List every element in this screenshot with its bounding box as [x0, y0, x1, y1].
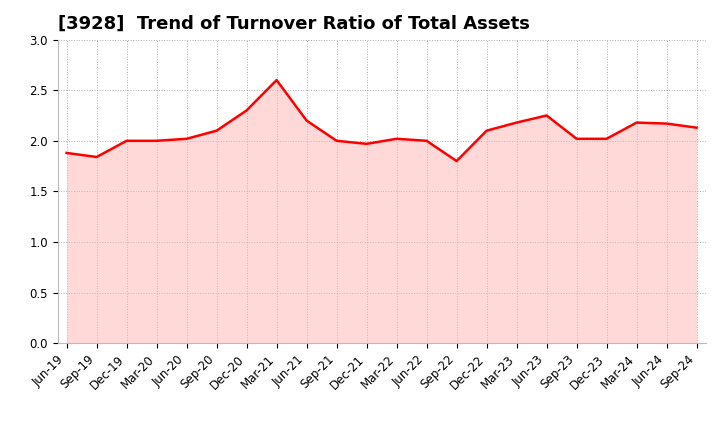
Text: [3928]  Trend of Turnover Ratio of Total Assets: [3928] Trend of Turnover Ratio of Total … — [58, 15, 529, 33]
